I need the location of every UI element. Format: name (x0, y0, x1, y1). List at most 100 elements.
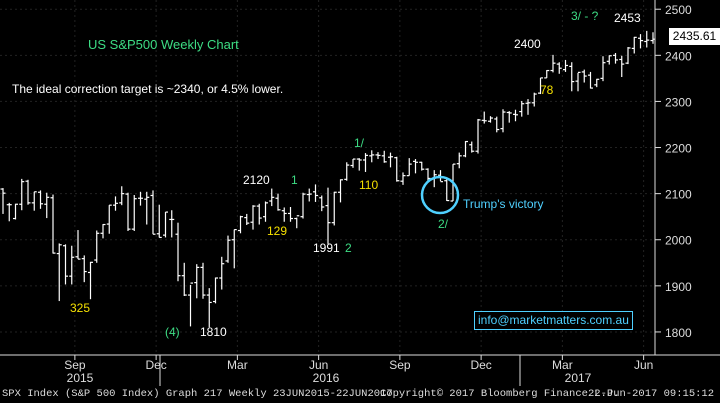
ohlc-bar (331, 191, 337, 226)
ohlc-bar (556, 62, 562, 74)
y-tick-label: 2400 (665, 49, 692, 63)
ohlc-bar (181, 262, 187, 296)
ohlc-bar (238, 215, 243, 234)
ohlc-bar (138, 191, 143, 206)
ohlc-bar (263, 201, 268, 222)
ohlc-bar (444, 177, 450, 202)
ohlc-bar (113, 196, 118, 211)
ohlc-bar (488, 116, 493, 123)
label-l2slash: 2/ (438, 217, 449, 231)
ohlc-bar (481, 111, 487, 124)
chart-title: US S&P500 Weekly Chart (88, 37, 239, 52)
ohlc-bar (319, 195, 325, 212)
ohlc-bar (13, 203, 18, 220)
ohlc-bar (388, 152, 393, 168)
ohlc-bar (225, 235, 231, 263)
ohlc-bar (369, 150, 375, 163)
ohlc-bar (56, 243, 62, 302)
x-tick-label: Sep (64, 358, 86, 372)
label-l2400: 2400 (514, 37, 541, 51)
year-label: 2017 (565, 371, 592, 385)
trump-victory-label: Trump's victory (463, 197, 544, 211)
y-tick-label: 2100 (665, 188, 692, 202)
year-label: 2016 (313, 371, 340, 385)
ohlc-bar (600, 56, 606, 82)
chart-note: The ideal correction target is ~2340, or… (12, 82, 284, 96)
y-tick-label: 1900 (665, 280, 692, 294)
ohlc-bar (6, 202, 12, 222)
label-l1810: 1810 (200, 325, 227, 339)
label-l4: (4) (165, 325, 180, 339)
gridlines (0, 0, 655, 355)
ohlc-bar (456, 152, 462, 169)
ohlc-bar (169, 210, 175, 238)
footer-security-info: SPX Index (S&P 500 Index) Graph 217 Week… (2, 388, 393, 400)
y-tick-label: 2200 (665, 142, 692, 156)
ohlc-bar (44, 192, 50, 219)
ohlc-bar (594, 78, 600, 88)
x-tick-label: Mar (552, 358, 573, 372)
label-l2g: 2 (345, 241, 352, 255)
label-l78: 78 (540, 83, 554, 97)
ohlc-bar (244, 213, 250, 225)
ohlc-bar (438, 170, 443, 183)
ohlc-bar (156, 204, 162, 239)
x-tick-label: Jun (634, 358, 653, 372)
y-tick-label: 2300 (665, 95, 692, 109)
ohlc-bar (281, 207, 287, 222)
ohlc-bar (206, 288, 212, 328)
ohlc-bar (525, 99, 531, 115)
ohlc-bar (406, 158, 412, 177)
ohlc-bar (269, 188, 275, 207)
label-l1991: 1991 (313, 241, 340, 255)
y-tick-label: 2000 (665, 234, 692, 248)
status-bar: SPX Index (S&P 500 Index) Graph 217 Week… (0, 386, 720, 403)
ohlc-bar (0, 188, 6, 214)
ohlc-bar (275, 193, 281, 211)
ohlc-bar (306, 188, 312, 202)
trump-victory-circle (420, 175, 460, 215)
ohlc-bar (119, 186, 125, 206)
ohlc-bar (231, 228, 237, 269)
ohlc-bar (550, 54, 556, 73)
ohlc-bar (500, 109, 506, 133)
ohlc-bar (613, 53, 618, 64)
x-tick-label: Dec (470, 358, 491, 372)
ohlc-bar (200, 262, 206, 299)
ohlc-bar (494, 116, 500, 133)
ohlc-bar (588, 71, 593, 89)
ohlc-bar (325, 187, 331, 244)
ohlc-bar (25, 179, 31, 205)
ohlc-bar (463, 140, 468, 158)
ohlc-bar (163, 211, 168, 238)
ohlc-bar (131, 195, 137, 231)
ohlc-bar (544, 69, 550, 79)
ohlc-bar (375, 152, 381, 160)
ohlc-bar (513, 109, 518, 122)
footer-timestamp: 22-Jun-2017 09:15:12 (588, 388, 715, 400)
price-bars (0, 30, 656, 328)
x-tick-label: Mar (227, 358, 248, 372)
ohlc-bar (38, 190, 43, 209)
x-axis: Sep Dec Mar Jun Sep Dec Mar Jun 2015 2016 2017 (0, 354, 720, 386)
email-link[interactable]: info@marketmatters.com.au (474, 311, 633, 330)
y-tick-label: 2500 (665, 3, 692, 17)
label-l2453: 2453 (614, 11, 641, 25)
ohlc-bar (563, 59, 568, 72)
y-axis: 1800 1900 2000 2100 2200 2300 2400 2500 (654, 0, 692, 355)
ohlc-bar (213, 277, 218, 304)
year-label: 2015 (67, 371, 94, 385)
x-tick-label: Jun (309, 358, 328, 372)
ohlc-bar (69, 245, 75, 285)
y-tick-label: 1800 (665, 326, 692, 340)
label-l1g: 1 (291, 173, 298, 187)
ohlc-bar (100, 223, 106, 239)
ohlc-bar (394, 156, 400, 182)
ohlc-bar (250, 205, 256, 230)
x-tick-label: Dec (145, 358, 166, 372)
ohlc-bar (256, 203, 262, 225)
ohlc-bar (350, 158, 356, 168)
ohlc-bar (569, 62, 575, 92)
ohlc-bar (144, 191, 150, 225)
